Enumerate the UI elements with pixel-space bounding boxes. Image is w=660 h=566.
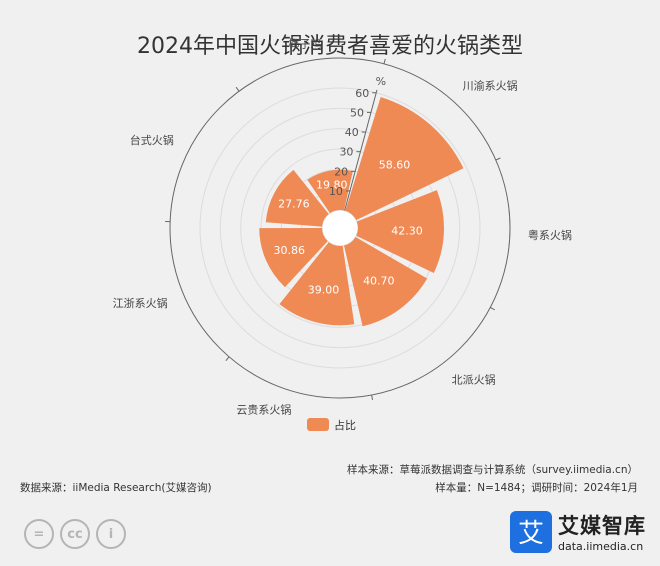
brand-name: 艾媒智库 [558, 514, 646, 538]
radial-tick-label: 10 [329, 185, 343, 198]
license-icons: = cc i [24, 519, 126, 549]
sample-source-note: 样本来源：草莓派数据调查与计算系统（survey.iimedia.cn） [347, 464, 638, 476]
bar-value-label: 30.86 [273, 244, 305, 257]
radial-axis: 10 20 30 40 50 60% [329, 75, 386, 211]
category-tick [371, 394, 374, 401]
brand-url: data.iimedia.cn [558, 540, 644, 553]
category-tick [235, 86, 240, 92]
cc-icon: cc [60, 519, 90, 549]
radial-tick-label: 60 [355, 87, 369, 100]
bar-value-label: 19.80 [316, 179, 348, 192]
bar-value-label: 27.76 [278, 198, 310, 211]
legend-label[interactable]: 占比 [334, 418, 356, 432]
person-icon: i [96, 519, 126, 549]
category-tick [495, 157, 501, 161]
polar-bar[interactable] [307, 169, 353, 214]
bar-value-label: 39.00 [308, 283, 340, 296]
radial-tick-label: 20 [334, 165, 348, 178]
polar-bar[interactable] [259, 228, 328, 288]
category-label: 江浙系火锅 [113, 297, 168, 310]
polar-bar[interactable] [345, 97, 464, 221]
legend-swatch[interactable] [307, 418, 329, 431]
category-label: 椰子鸡 [289, 36, 322, 50]
radial-tick-label: 30 [339, 146, 353, 159]
polar-bar[interactable] [279, 242, 355, 326]
category-label: 粤系火锅 [528, 228, 572, 242]
chart-title: 2024年中国火锅消费者喜爱的火锅类型 [137, 34, 523, 59]
bar-value-label: 40.70 [363, 275, 395, 288]
grid-circle [199, 87, 481, 369]
bar-value-label: 42.30 [391, 225, 423, 238]
data-source-note: 数据来源：iiMedia Research(艾媒咨询) [20, 482, 212, 494]
polar-bar[interactable] [265, 169, 329, 227]
polar-bar[interactable] [344, 237, 428, 327]
category-label: 北派火锅 [452, 373, 496, 386]
legend[interactable]: 占比 [307, 418, 356, 432]
grid-circle [219, 107, 461, 349]
radial-tick-label: 50 [350, 106, 364, 119]
brand: 艾 艾媒智库 data.iimedia.cn [510, 510, 646, 553]
radial-grid [165, 57, 511, 401]
inner-circle [321, 209, 359, 247]
category-label: 台式火锅 [130, 133, 174, 147]
brand-logo-icon: 艾 [510, 510, 552, 553]
radial-unit-label: % [376, 75, 386, 88]
polar-bar[interactable] [356, 190, 445, 273]
category-label: 云贵系火锅 [236, 404, 291, 417]
category-tick [383, 58, 386, 64]
category-tick [490, 306, 495, 311]
category-tick [225, 356, 230, 361]
outer-axis-circle [169, 57, 511, 399]
equals-icon: = [24, 519, 54, 549]
radial-tick-label: 40 [345, 126, 359, 139]
category-label: 川渝系火锅 [463, 79, 518, 93]
bar-group: 58.60 42.30 40.70 39.00 30.86 27.76 19.80 [259, 97, 464, 327]
bar-value-label: 58.60 [379, 159, 411, 172]
radial-axis-line [344, 89, 378, 211]
sample-size-note: 样本量：N=1484；调研时间：2024年1月 [435, 482, 638, 494]
